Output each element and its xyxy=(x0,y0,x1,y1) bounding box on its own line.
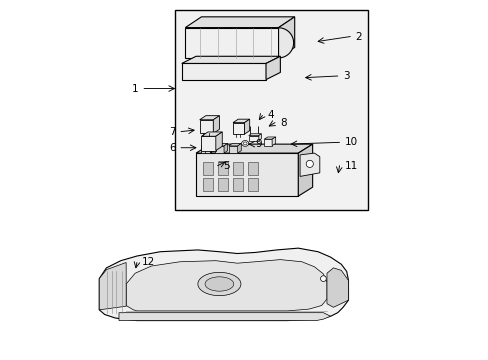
Text: 5: 5 xyxy=(223,161,229,171)
Polygon shape xyxy=(298,144,312,196)
Bar xyxy=(202,162,213,175)
Polygon shape xyxy=(196,153,298,196)
Polygon shape xyxy=(215,143,227,146)
Polygon shape xyxy=(326,268,348,307)
Polygon shape xyxy=(201,143,214,146)
Polygon shape xyxy=(199,116,219,120)
Text: 12: 12 xyxy=(142,257,155,267)
Polygon shape xyxy=(199,120,213,134)
Text: 4: 4 xyxy=(267,111,274,121)
Polygon shape xyxy=(213,116,219,134)
Polygon shape xyxy=(244,119,249,134)
Polygon shape xyxy=(228,146,237,153)
Polygon shape xyxy=(126,260,326,311)
Circle shape xyxy=(305,160,313,167)
Polygon shape xyxy=(264,137,275,139)
Text: 8: 8 xyxy=(280,118,286,128)
Bar xyxy=(232,162,243,175)
Text: 11: 11 xyxy=(344,161,357,171)
Text: 3: 3 xyxy=(343,71,349,81)
Bar xyxy=(247,162,258,175)
Bar xyxy=(232,178,243,191)
Polygon shape xyxy=(233,119,249,123)
Polygon shape xyxy=(278,17,294,58)
Polygon shape xyxy=(300,153,319,176)
Polygon shape xyxy=(215,132,222,150)
Polygon shape xyxy=(258,134,261,140)
Polygon shape xyxy=(228,143,241,146)
Bar xyxy=(217,162,228,175)
Bar xyxy=(174,10,367,211)
Polygon shape xyxy=(224,143,227,153)
Polygon shape xyxy=(215,146,224,153)
Ellipse shape xyxy=(243,142,246,145)
Polygon shape xyxy=(233,123,244,134)
Bar xyxy=(247,178,258,191)
Polygon shape xyxy=(185,28,278,58)
Polygon shape xyxy=(248,135,258,140)
Polygon shape xyxy=(271,137,275,145)
Circle shape xyxy=(320,276,325,282)
Polygon shape xyxy=(99,262,126,310)
Polygon shape xyxy=(248,134,261,135)
Bar xyxy=(217,178,228,191)
Polygon shape xyxy=(182,56,280,63)
Text: 2: 2 xyxy=(355,32,362,41)
Polygon shape xyxy=(201,132,222,136)
Ellipse shape xyxy=(198,273,241,296)
Polygon shape xyxy=(196,144,312,153)
Text: 6: 6 xyxy=(169,143,175,153)
Text: 9: 9 xyxy=(255,139,262,149)
Ellipse shape xyxy=(241,140,248,146)
Polygon shape xyxy=(119,313,330,320)
Text: 7: 7 xyxy=(169,127,175,136)
Polygon shape xyxy=(237,143,241,153)
Polygon shape xyxy=(210,143,214,153)
Text: 1: 1 xyxy=(132,84,139,94)
Polygon shape xyxy=(182,63,265,80)
Bar xyxy=(202,178,213,191)
Text: 10: 10 xyxy=(344,138,357,147)
Polygon shape xyxy=(265,56,280,80)
Polygon shape xyxy=(185,17,294,28)
Polygon shape xyxy=(201,146,210,153)
Polygon shape xyxy=(264,139,271,145)
Polygon shape xyxy=(201,136,215,150)
Ellipse shape xyxy=(204,277,233,291)
Polygon shape xyxy=(278,28,293,58)
Polygon shape xyxy=(99,248,348,320)
